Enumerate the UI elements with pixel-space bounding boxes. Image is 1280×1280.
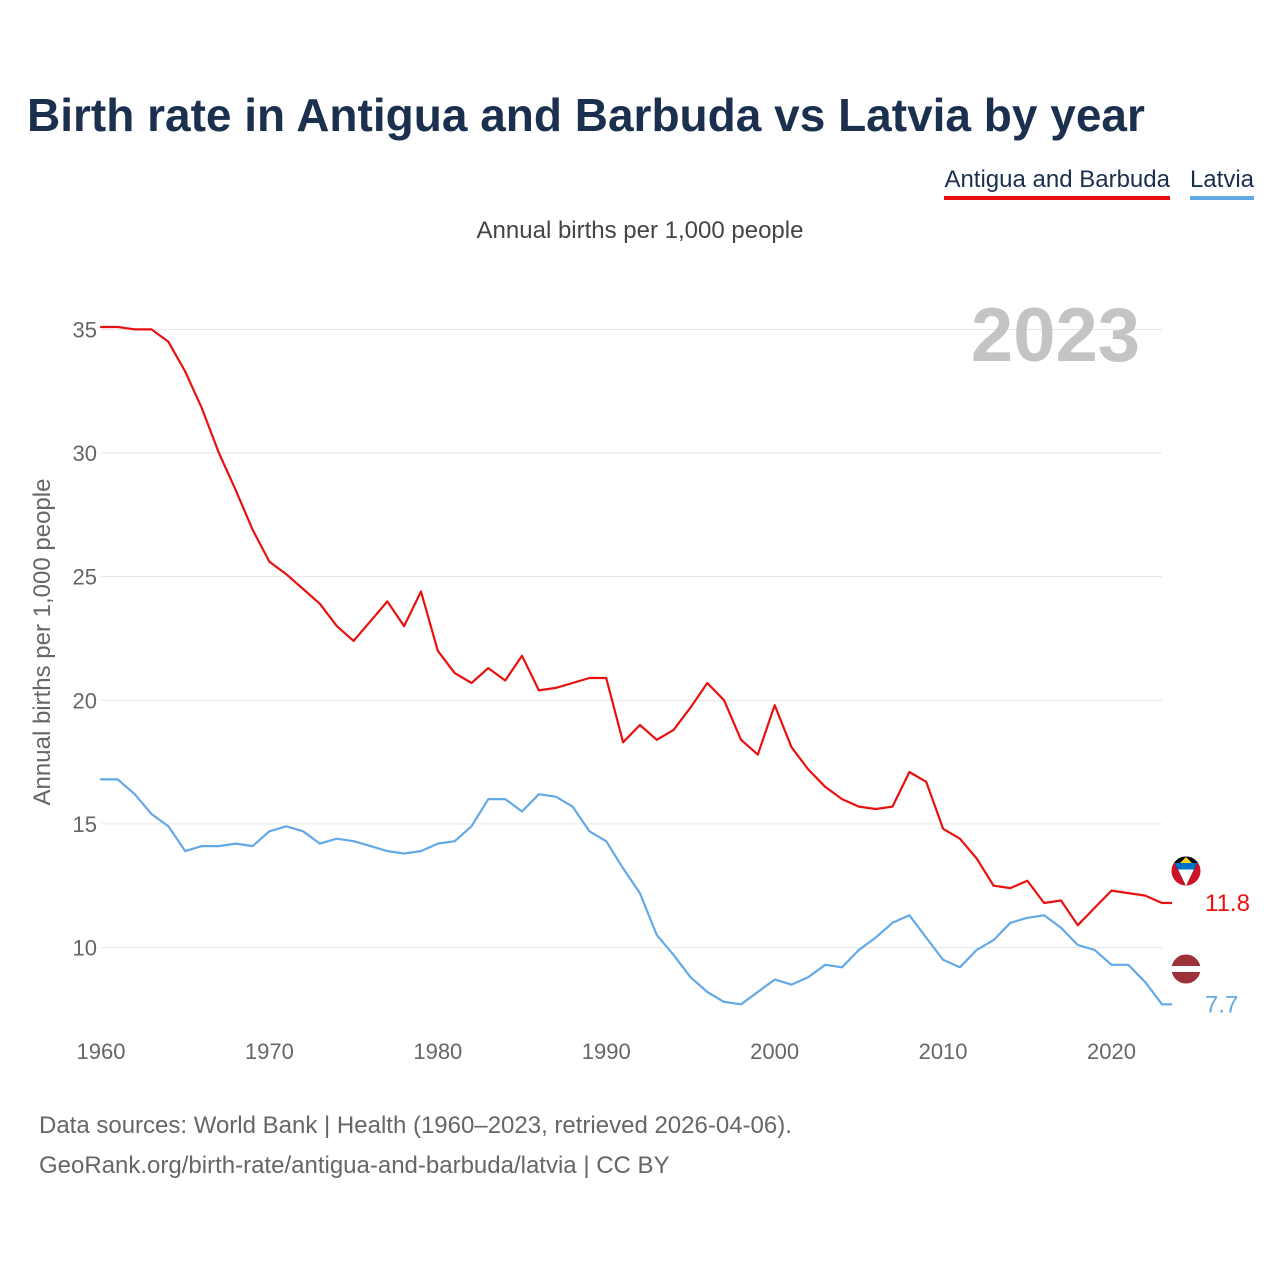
y-tick-label-30: 30 <box>73 441 97 466</box>
series-end-label-latvia: 7.7 <box>1205 991 1238 1018</box>
line-chart: 10 15 20 25 30 35 1960 1970 1980 1990 2000 2010 2020… <box>29 293 1250 1064</box>
x-tick-label-1990: 1990 <box>582 1039 631 1064</box>
chart-subtitle: Annual births per 1,000 people <box>476 217 804 244</box>
x-tick-label-2000: 2000 <box>750 1039 799 1064</box>
y-tick-label-15: 15 <box>73 812 97 837</box>
year-watermark: 2023 <box>971 293 1140 378</box>
chart-title: Birth rate in Antigua and Barbuda vs Lat… <box>27 89 1145 141</box>
y-axis-label: Annual births per 1,000 people <box>29 479 56 806</box>
antigua-and-barbuda-flag-icon <box>1170 855 1202 887</box>
series-end-label-antigua-and-barbuda: 11.8 <box>1205 890 1250 917</box>
footer: Data sources: World Bank | Health (1960–… <box>39 1106 792 1186</box>
footer-sources: Data sources: World Bank | Health (1960–… <box>39 1112 792 1139</box>
x-tick-label-1980: 1980 <box>413 1039 462 1064</box>
x-tick-label-1970: 1970 <box>245 1039 294 1064</box>
latvia-flag-icon <box>1170 953 1202 985</box>
y-tick-label-25: 25 <box>73 565 97 590</box>
y-tick-label-10: 10 <box>73 935 97 960</box>
y-tick-label-35: 35 <box>73 317 97 342</box>
series-line-latvia <box>99 778 1164 1006</box>
x-tick-label-2020: 2020 <box>1087 1039 1136 1064</box>
legend: Antigua and Barbuda Latvia <box>944 166 1254 200</box>
footer-link[interactable]: GeoRank.org/birth-rate/antigua-and-barbu… <box>39 1152 670 1179</box>
y-tick-label-20: 20 <box>73 688 97 713</box>
legend-item-latvia[interactable]: Latvia <box>1189 166 1254 200</box>
x-tick-label-2010: 2010 <box>919 1039 968 1064</box>
series-line-antigua-and-barbuda <box>99 325 1164 927</box>
legend-item-antigua-and-barbuda[interactable]: Antigua and Barbuda <box>944 166 1170 200</box>
x-tick-label-1960: 1960 <box>77 1039 126 1064</box>
